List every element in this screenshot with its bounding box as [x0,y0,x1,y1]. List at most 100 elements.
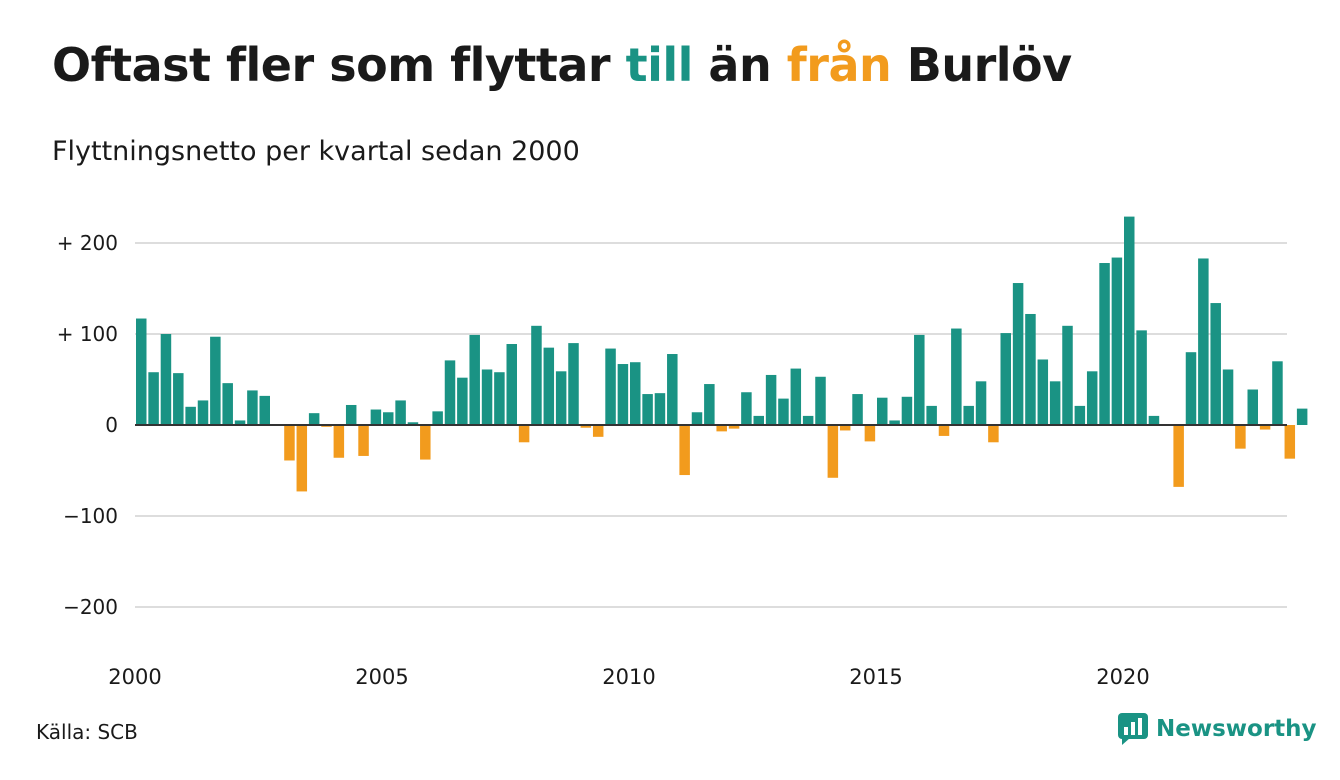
x-tick-label: 2010 [602,665,655,689]
x-tick-label: 2020 [1096,665,1149,689]
bar [1099,263,1110,425]
bar [667,354,678,425]
bar [802,415,814,425]
bar [568,343,579,425]
bar [914,334,925,425]
bar [778,398,789,425]
bar [975,381,987,425]
chart-title: Oftast fler som flyttar till än från Bur… [52,38,1072,92]
bar [333,425,345,458]
bar [926,405,937,425]
bar [864,425,876,442]
bar [370,409,382,425]
bar [345,404,357,425]
bar [1111,257,1123,425]
bar [877,397,888,425]
bar [1296,408,1308,425]
bar [531,325,542,425]
bar [469,334,480,425]
bar [1235,425,1246,449]
bar [1086,371,1098,425]
bar-chart: + 200 + 100 0 −100 −200 2000 2005 2010 2015 2020 [57,216,1308,689]
bar [494,372,505,425]
bar [1025,313,1036,425]
bar [148,372,159,425]
bar [630,362,641,425]
gridlines [135,242,1287,608]
bar [1259,425,1271,430]
bar [259,395,270,425]
bar [765,374,777,425]
bar [679,425,690,476]
y-tick-label: + 100 [57,322,118,346]
newsworthy-brand: Newsworthy [1118,712,1317,746]
title-part-2: än [692,38,787,92]
bar [444,360,456,425]
title-part-3: Burlöv [891,38,1072,92]
bar [185,406,196,425]
bar [1272,361,1283,425]
bar [1247,389,1258,425]
x-axis-ticks: 2000 2005 2010 2015 2020 [108,665,1149,689]
bar [852,394,863,425]
bar [704,384,715,425]
bar [1198,258,1209,425]
y-tick-label: −100 [63,504,118,528]
bar [1185,352,1197,425]
bar [728,425,740,429]
bar [234,420,246,425]
y-axis-ticks: + 200 + 100 0 −100 −200 [57,231,118,619]
bar [395,400,406,425]
bar [889,420,900,425]
bar [790,368,802,425]
bar [506,344,517,425]
x-tick-label: 2005 [355,665,408,689]
bar [753,415,764,425]
bar [951,328,962,425]
bar [1124,216,1135,425]
bar [383,412,394,425]
bar [1000,333,1011,425]
bar [210,336,221,425]
bar [543,347,555,425]
title-negative-word: från [786,38,892,92]
bar [617,364,629,425]
bar [963,405,974,425]
bar [247,390,258,425]
chart-subtitle: Flyttningsnetto per kvartal sedan 2000 [52,136,580,167]
bar [1136,330,1147,425]
bar [555,371,567,425]
bar [284,425,295,461]
bar [642,394,653,425]
bar [197,400,209,425]
bar [1074,405,1086,425]
bar [1284,425,1296,459]
bar [173,373,184,425]
bar-series [136,216,1308,492]
bar [654,393,666,425]
bar [407,422,419,425]
title-positive-word: till [625,38,694,92]
bar [605,348,616,425]
bar [358,425,369,456]
bar [938,425,950,436]
bar [457,377,468,425]
bar [1049,381,1061,425]
source-note: Källa: SCB [36,720,138,744]
bar [815,376,826,425]
bar [839,425,851,431]
bar [481,369,493,425]
bar [1173,425,1184,487]
bar [827,425,839,478]
x-tick-label: 2015 [849,665,902,689]
bar [432,411,443,425]
y-tick-label: 0 [105,413,118,437]
bar [1037,359,1049,425]
y-tick-label: −200 [63,595,118,619]
title-part-1: Oftast fler som flyttar [52,38,626,92]
bar [1062,325,1073,425]
bar [1222,369,1234,425]
y-tick-label: + 200 [57,231,118,255]
bar [1148,415,1160,425]
x-tick-label: 2000 [108,665,161,689]
